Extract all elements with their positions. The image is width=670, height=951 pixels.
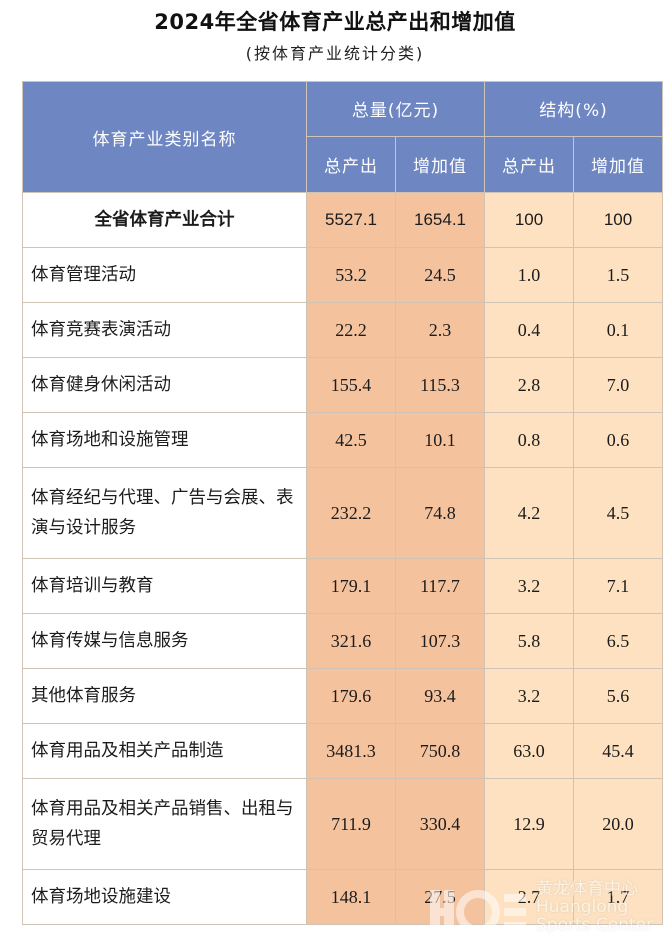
table-row: 其他体育服务 179.6 93.4 3.2 5.6 bbox=[22, 668, 664, 724]
page-subtitle: (按体育产业统计分类) bbox=[245, 44, 425, 63]
added-pct-cell: 7.0 bbox=[573, 357, 664, 413]
added-cell: 10.1 bbox=[394, 412, 486, 468]
output-cell: 321.6 bbox=[306, 613, 396, 669]
added-pct-cell: 6.5 bbox=[573, 613, 664, 669]
output-cell: 179.1 bbox=[306, 558, 396, 614]
header-structure-group: 结构(%) bbox=[484, 81, 664, 137]
output-pct-cell: 4.2 bbox=[484, 467, 575, 559]
row-name: 体育健身休闲活动 bbox=[22, 357, 307, 413]
row-name: 全省体育产业合计 bbox=[22, 192, 307, 248]
output-pct-cell: 1.0 bbox=[484, 247, 575, 303]
added-cell: 74.8 bbox=[394, 467, 486, 559]
added-pct-cell: 0.6 bbox=[573, 412, 664, 468]
row-name: 体育竞赛表演活动 bbox=[22, 302, 307, 358]
header-value-added-pct: 增加值 bbox=[573, 135, 664, 194]
row-name: 体育用品及相关产品销售、出租与贸易代理 bbox=[22, 778, 307, 870]
header-total-group: 总量(亿元) bbox=[305, 81, 486, 137]
table-row: 体育传媒与信息服务 321.6 107.3 5.8 6.5 bbox=[22, 613, 664, 669]
row-name: 体育传媒与信息服务 bbox=[22, 613, 307, 669]
row-name: 体育经纪与代理、广告与会展、表演与设计服务 bbox=[22, 467, 307, 559]
header-output-pct: 总产出 bbox=[484, 135, 575, 194]
output-cell: 232.2 bbox=[306, 467, 396, 559]
added-pct-cell: 1.5 bbox=[573, 247, 664, 303]
row-name: 体育培训与教育 bbox=[22, 558, 307, 614]
output-pct-cell: 2.8 bbox=[484, 357, 575, 413]
page-title: 2024年全省体育产业总产出和增加值 bbox=[154, 10, 516, 34]
sports-industry-table: 体育产业类别名称 总量(亿元) 结构(%) 总产出 增加值 总产出 增加值 全省… bbox=[22, 81, 664, 925]
output-cell: 53.2 bbox=[306, 247, 396, 303]
added-pct-cell: 20.0 bbox=[573, 778, 664, 870]
table-row: 体育经纪与代理、广告与会展、表演与设计服务 232.2 74.8 4.2 4.5 bbox=[22, 467, 664, 559]
added-cell: 330.4 bbox=[394, 778, 486, 870]
output-cell: 42.5 bbox=[306, 412, 396, 468]
added-cell: 27.5 bbox=[394, 869, 486, 925]
output-pct-cell: 5.8 bbox=[484, 613, 575, 669]
added-pct-cell: 5.6 bbox=[573, 668, 664, 724]
added-pct-cell: 4.5 bbox=[573, 467, 664, 559]
row-name: 体育用品及相关产品制造 bbox=[22, 723, 307, 779]
table-row: 体育竞赛表演活动 22.2 2.3 0.4 0.1 bbox=[22, 302, 664, 358]
added-pct-cell: 45.4 bbox=[573, 723, 664, 779]
added-pct-cell: 100 bbox=[573, 192, 664, 248]
output-cell: 155.4 bbox=[306, 357, 396, 413]
output-cell: 3481.3 bbox=[306, 723, 396, 779]
header-category: 体育产业类别名称 bbox=[22, 81, 307, 193]
added-cell: 1654.1 bbox=[394, 192, 486, 248]
added-cell: 107.3 bbox=[394, 613, 486, 669]
table-row: 体育健身休闲活动 155.4 115.3 2.8 7.0 bbox=[22, 357, 664, 413]
added-pct-cell: 0.1 bbox=[573, 302, 664, 358]
table-row-total: 全省体育产业合计 5527.1 1654.1 100 100 bbox=[22, 192, 664, 248]
output-cell: 5527.1 bbox=[306, 192, 396, 248]
table-row: 体育管理活动 53.2 24.5 1.0 1.5 bbox=[22, 247, 664, 303]
header-value-added: 增加值 bbox=[394, 135, 486, 194]
row-name: 体育场地设施建设 bbox=[22, 869, 307, 925]
output-pct-cell: 0.8 bbox=[484, 412, 575, 468]
table-row: 体育培训与教育 179.1 117.7 3.2 7.1 bbox=[22, 558, 664, 614]
row-name: 其他体育服务 bbox=[22, 668, 307, 724]
row-name: 体育场地和设施管理 bbox=[22, 412, 307, 468]
added-pct-cell: 7.1 bbox=[573, 558, 664, 614]
header-output: 总产出 bbox=[306, 135, 396, 194]
row-name: 体育管理活动 bbox=[22, 247, 307, 303]
added-cell: 2.3 bbox=[394, 302, 486, 358]
output-pct-cell: 100 bbox=[484, 192, 575, 248]
added-pct-cell: 1.7 bbox=[573, 869, 664, 925]
table-row: 体育场地设施建设 148.1 27.5 2.7 1.7 bbox=[22, 869, 664, 925]
added-cell: 115.3 bbox=[394, 357, 486, 413]
output-pct-cell: 3.2 bbox=[484, 668, 575, 724]
added-cell: 24.5 bbox=[394, 247, 486, 303]
output-pct-cell: 2.7 bbox=[484, 869, 575, 925]
output-cell: 148.1 bbox=[306, 869, 396, 925]
output-pct-cell: 63.0 bbox=[484, 723, 575, 779]
table-row: 体育用品及相关产品销售、出租与贸易代理 711.9 330.4 12.9 20.… bbox=[22, 778, 664, 870]
output-pct-cell: 3.2 bbox=[484, 558, 575, 614]
output-cell: 22.2 bbox=[306, 302, 396, 358]
output-cell: 711.9 bbox=[306, 778, 396, 870]
added-cell: 750.8 bbox=[394, 723, 486, 779]
output-pct-cell: 0.4 bbox=[484, 302, 575, 358]
added-cell: 117.7 bbox=[394, 558, 486, 614]
added-cell: 93.4 bbox=[394, 668, 486, 724]
table-row: 体育场地和设施管理 42.5 10.1 0.8 0.6 bbox=[22, 412, 664, 468]
output-cell: 179.6 bbox=[306, 668, 396, 724]
table-row: 体育用品及相关产品制造 3481.3 750.8 63.0 45.4 bbox=[22, 723, 664, 779]
output-pct-cell: 12.9 bbox=[484, 778, 575, 870]
